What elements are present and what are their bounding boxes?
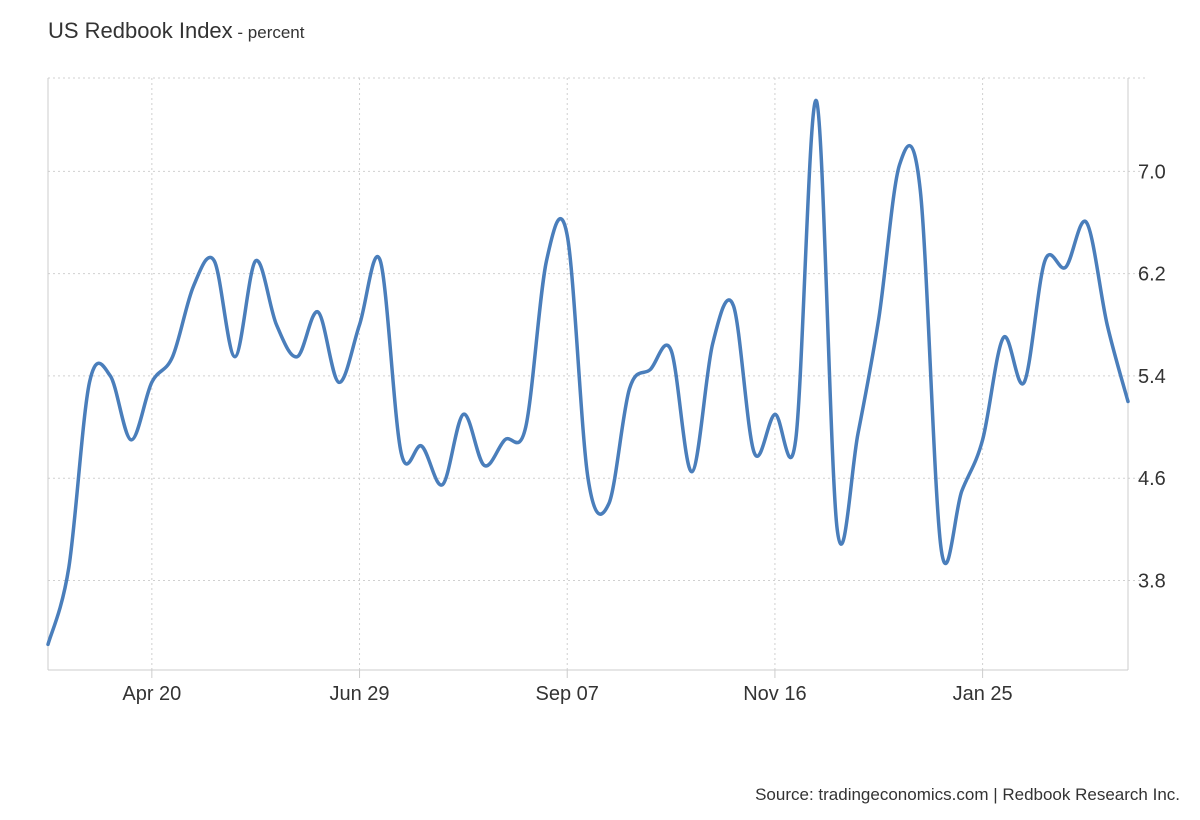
- y-tick-label: 4.6: [1138, 468, 1166, 490]
- y-tick-label: 5.4: [1138, 366, 1166, 388]
- series-line: [46, 99, 1130, 647]
- chart-title: US Redbook Index: [48, 18, 233, 43]
- series-layer: [46, 99, 1130, 647]
- x-tick-label: Nov 16: [743, 683, 806, 705]
- y-tick-label: 7.0: [1138, 161, 1166, 183]
- tick-labels: 3.8 4.6 5.4 6.2 7.0 Apr 20 Jun 29 Sep 07 Nov 16 J…: [122, 161, 1165, 705]
- x-tick-label: Apr 20: [122, 683, 181, 705]
- x-tick-label: Sep 07: [536, 683, 599, 705]
- grid: [48, 77, 1148, 670]
- y-tick-label: 6.2: [1138, 264, 1166, 286]
- chart-subtitle: percent: [247, 23, 305, 42]
- x-tick-label: Jun 29: [330, 683, 390, 705]
- axes: [47, 78, 1129, 678]
- y-tick-label: 3.8: [1138, 570, 1166, 592]
- source-credit: Source: tradingeconomics.com | Redbook R…: [755, 785, 1180, 804]
- x-tick-label: Jan 25: [953, 683, 1013, 705]
- chart-subtitle-separator: -: [232, 23, 248, 42]
- chart-title-block: US Redbook Index - percent: [48, 18, 304, 47]
